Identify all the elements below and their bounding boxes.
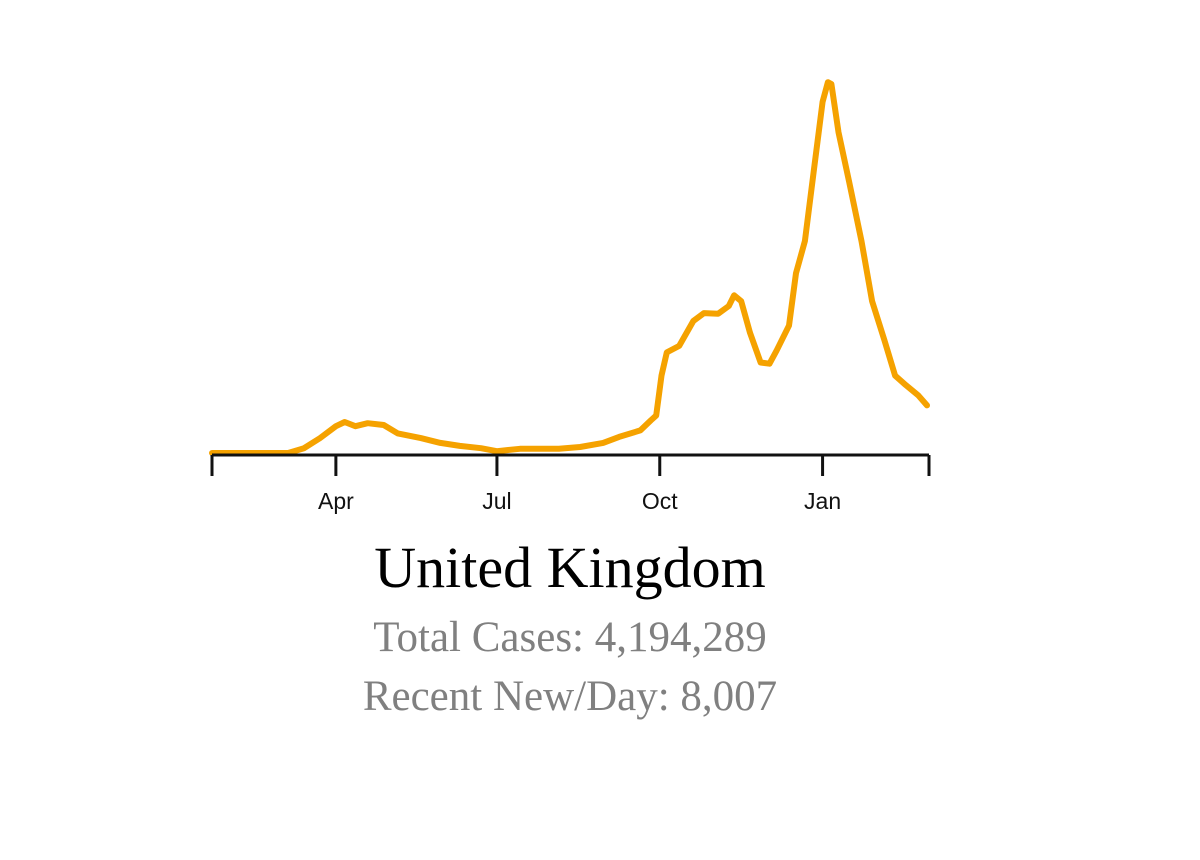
chart-title: United Kingdom: [374, 535, 765, 600]
x-tick-label: Apr: [318, 488, 354, 514]
total-cases-label: Total Cases: 4,194,289: [373, 614, 767, 661]
recent-new-per-day-label: Recent New/Day: 8,007: [363, 673, 777, 720]
x-tick-label: Jan: [804, 488, 841, 514]
x-tick-label: Jul: [482, 488, 511, 514]
series-line: [209, 79, 930, 456]
x-axis-ticks: Apr Jul Oct Jan: [210, 455, 931, 514]
x-tick-label: Oct: [642, 488, 678, 514]
